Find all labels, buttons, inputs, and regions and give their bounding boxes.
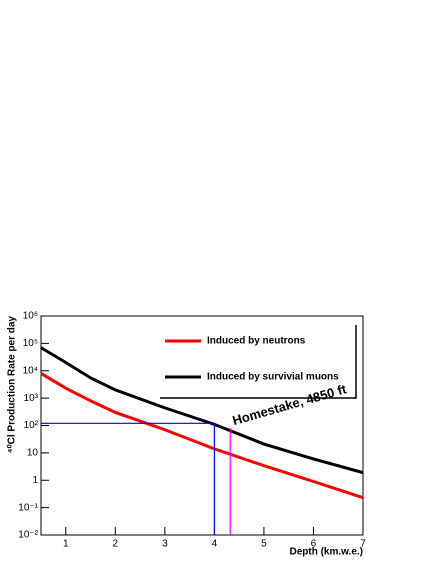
plot-frame xyxy=(40,315,364,536)
y-tick-label: 10⁴ xyxy=(23,365,38,376)
legend-frame xyxy=(160,325,357,399)
y-tick-label: 10⁵ xyxy=(23,338,38,349)
series-line xyxy=(40,372,364,500)
x-tick-label: 3 xyxy=(162,539,168,550)
y-tick-label: 10⁶ xyxy=(23,311,38,322)
y-tick-label: 1 xyxy=(32,475,38,486)
y-tick-label: 10² xyxy=(24,420,39,431)
y-tick-label: 10 xyxy=(27,448,39,459)
y-axis-label: ⁴⁰Cl Production Rate per day xyxy=(7,316,18,454)
legend-label: Induced by neutrons xyxy=(207,336,306,347)
reference-line xyxy=(41,422,215,535)
annotation: Homestake, 4850 ft xyxy=(231,381,349,428)
y-tick-label: 10⁻¹ xyxy=(18,502,38,513)
legend-label: Induced by survivial muons xyxy=(207,372,339,383)
x-tick-label: 4 xyxy=(212,539,218,550)
series-line xyxy=(40,346,364,475)
x-tick-label: 6 xyxy=(311,539,317,550)
y-tick-label: 10⁻² xyxy=(18,530,38,541)
x-tick-label: 5 xyxy=(261,539,267,550)
x-tick-label: 1 xyxy=(63,539,69,550)
x-tick-label: 7 xyxy=(360,539,366,550)
y-tick-label: 10³ xyxy=(24,393,39,404)
x-axis-label: Depth (km.w.e.) xyxy=(289,547,363,558)
x-tick-label: 2 xyxy=(113,539,119,550)
